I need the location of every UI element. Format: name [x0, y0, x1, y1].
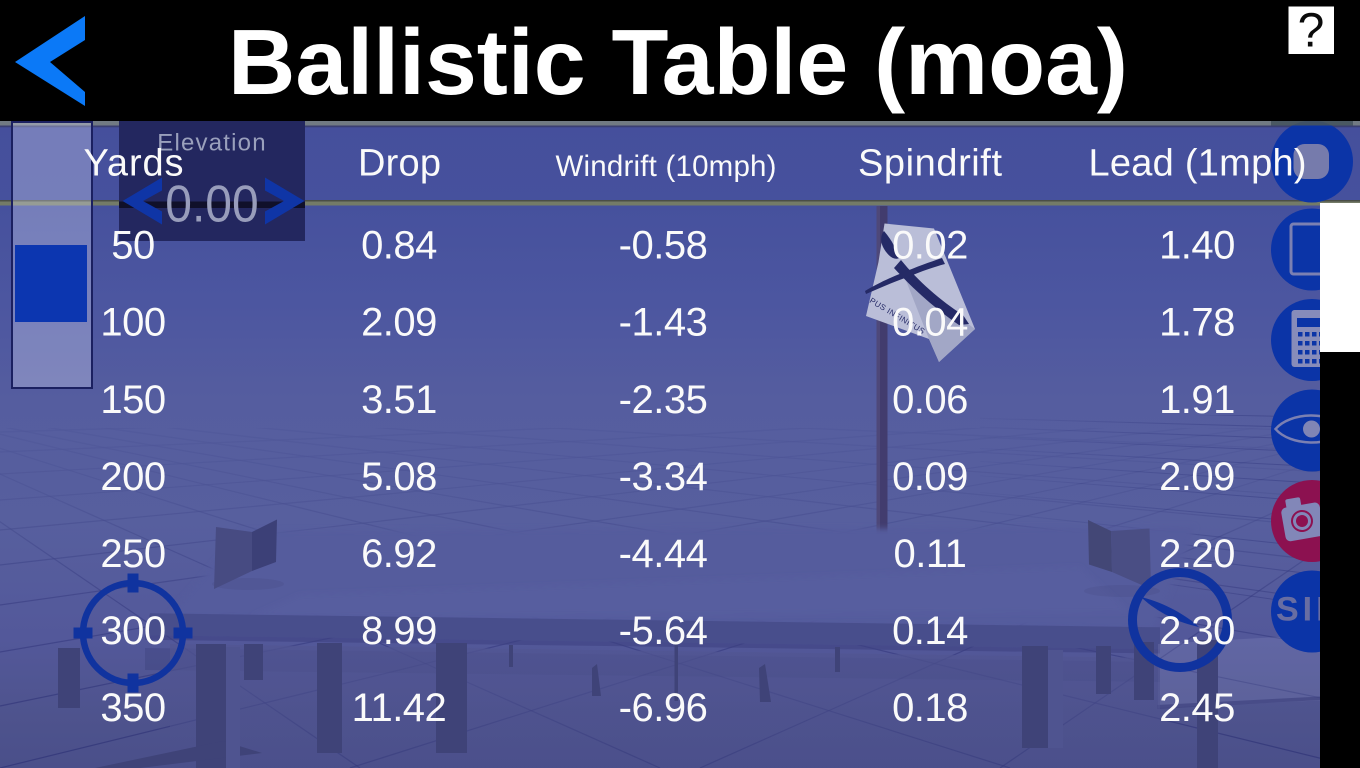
svg-text:?: ?: [1298, 5, 1325, 58]
svg-text:Spindrift: Spindrift: [858, 142, 1002, 184]
svg-text:1.91: 1.91: [1159, 378, 1235, 422]
svg-text:Drop: Drop: [358, 142, 441, 184]
svg-text:6.92: 6.92: [361, 532, 437, 576]
svg-text:0.09: 0.09: [892, 455, 968, 499]
svg-text:11.42: 11.42: [352, 686, 447, 730]
svg-text:0.11: 0.11: [894, 532, 967, 576]
svg-text:50: 50: [111, 224, 155, 268]
svg-text:-1.43: -1.43: [619, 301, 708, 345]
svg-text:300: 300: [100, 609, 165, 653]
svg-text:8.99: 8.99: [361, 609, 437, 653]
svg-text:Lead (1mph): Lead (1mph): [1089, 142, 1307, 184]
svg-text:250: 250: [100, 532, 165, 576]
svg-text:3.51: 3.51: [361, 378, 437, 422]
svg-text:Ballistic Table (moa): Ballistic Table (moa): [228, 10, 1128, 114]
svg-text:-5.64: -5.64: [619, 609, 708, 653]
svg-text:-2.35: -2.35: [619, 378, 708, 422]
svg-text:Windrift (10mph): Windrift (10mph): [556, 150, 777, 183]
svg-text:100: 100: [100, 301, 165, 345]
svg-text:-3.34: -3.34: [619, 455, 708, 499]
svg-text:5.08: 5.08: [361, 455, 437, 499]
svg-text:2.09: 2.09: [1159, 455, 1235, 499]
svg-text:-4.44: -4.44: [619, 532, 708, 576]
svg-text:1.78: 1.78: [1159, 301, 1235, 345]
svg-text:2.09: 2.09: [361, 301, 437, 345]
svg-text:350: 350: [100, 686, 165, 730]
svg-text:-0.58: -0.58: [619, 224, 708, 268]
svg-text:0.00: 0.00: [165, 175, 258, 233]
svg-text:1.40: 1.40: [1159, 224, 1235, 268]
svg-text:Elevation: Elevation: [157, 130, 267, 157]
svg-text:Yards: Yards: [84, 142, 184, 184]
svg-text:2.20: 2.20: [1159, 532, 1235, 576]
svg-text:2.45: 2.45: [1159, 686, 1235, 730]
svg-text:0.18: 0.18: [892, 686, 968, 730]
svg-text:0.04: 0.04: [892, 301, 968, 345]
svg-text:150: 150: [100, 378, 165, 422]
svg-text:0.06: 0.06: [892, 378, 968, 422]
svg-text:0.84: 0.84: [361, 224, 437, 268]
svg-text:-6.96: -6.96: [619, 686, 708, 730]
svg-text:200: 200: [100, 455, 165, 499]
svg-text:2.30: 2.30: [1159, 609, 1235, 653]
svg-text:0.02: 0.02: [892, 224, 968, 268]
svg-text:0.14: 0.14: [892, 609, 968, 653]
